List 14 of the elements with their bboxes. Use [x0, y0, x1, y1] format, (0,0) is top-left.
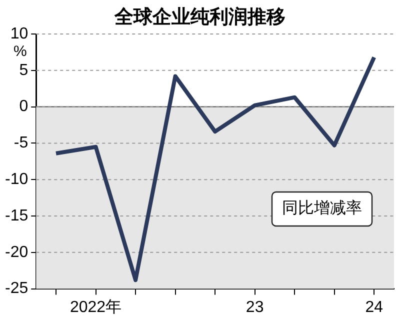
- y-tick-label: -25: [5, 280, 28, 298]
- y-tick-label: -15: [5, 207, 28, 224]
- y-tick-label: 10: [10, 25, 28, 42]
- chart-title: 全球企业纯利润推移: [114, 6, 286, 28]
- y-tick-label: 0: [19, 98, 28, 116]
- y-tick-label: 5: [19, 62, 28, 79]
- annotation: 同比增减率: [282, 198, 362, 218]
- x-tick-label: 2022年: [70, 298, 122, 316]
- x-tick-label: 24: [365, 298, 384, 316]
- x-tick-label: 23: [246, 298, 264, 316]
- y-axis-title: %: [13, 43, 27, 60]
- y-tick-label: -5: [14, 134, 28, 152]
- y-tick-label: -20: [5, 244, 28, 261]
- y-tick-label: -10: [5, 171, 28, 188]
